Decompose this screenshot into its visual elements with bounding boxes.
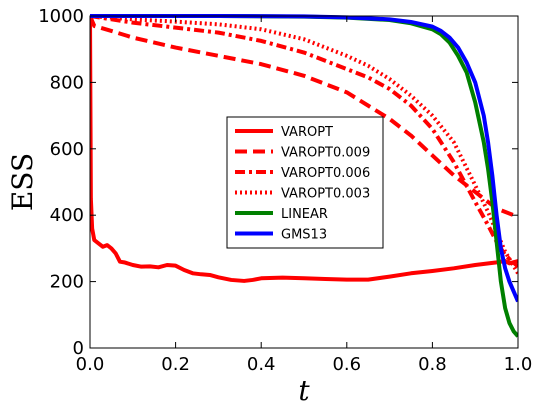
x-tick-label: 0.8 — [418, 354, 447, 375]
legend-label: VAROPT — [281, 125, 333, 140]
series-line-gms13 — [90, 14, 518, 303]
y-tick-label: 200 — [50, 272, 84, 293]
legend-label: GMS13 — [281, 228, 327, 243]
series-layer — [90, 14, 518, 338]
legend-label: VAROPT0.006 — [281, 166, 370, 181]
y-tick-label: 600 — [50, 139, 84, 160]
y-tick-label: 0 — [73, 338, 84, 359]
plot-frame — [89, 15, 519, 349]
x-tick-label: 0.2 — [161, 354, 190, 375]
legend-label: VAROPT0.009 — [281, 146, 370, 161]
x-tick-label: 1.0 — [504, 354, 533, 375]
tick-layer: 0.0 0.2 0.4 0.6 0.8 1.0 0 200 400 600 800 1000 — [38, 6, 532, 375]
series-line-varopt0-009 — [90, 15, 518, 219]
x-tick-label: 0.6 — [332, 354, 361, 375]
y-tick-label: 400 — [50, 205, 84, 226]
y-tick-label: 1000 — [38, 6, 84, 27]
x-tick-label: 0.0 — [76, 354, 105, 375]
series-line-varopt0-006 — [90, 14, 518, 269]
x-tick-label: 0.4 — [247, 354, 276, 375]
y-axis-label: ESS — [6, 153, 39, 211]
series-line-varopt — [90, 15, 518, 283]
legend-label: VAROPT0.003 — [281, 187, 370, 202]
legend-box — [226, 116, 384, 249]
y-tick-label: 800 — [50, 72, 84, 93]
legend: VAROPT VAROPT0.009 VAROPT0.006 VAROPT0.003 L… — [226, 116, 384, 249]
legend-label: LINEAR — [281, 207, 328, 222]
x-axis-label: t — [298, 374, 310, 407]
